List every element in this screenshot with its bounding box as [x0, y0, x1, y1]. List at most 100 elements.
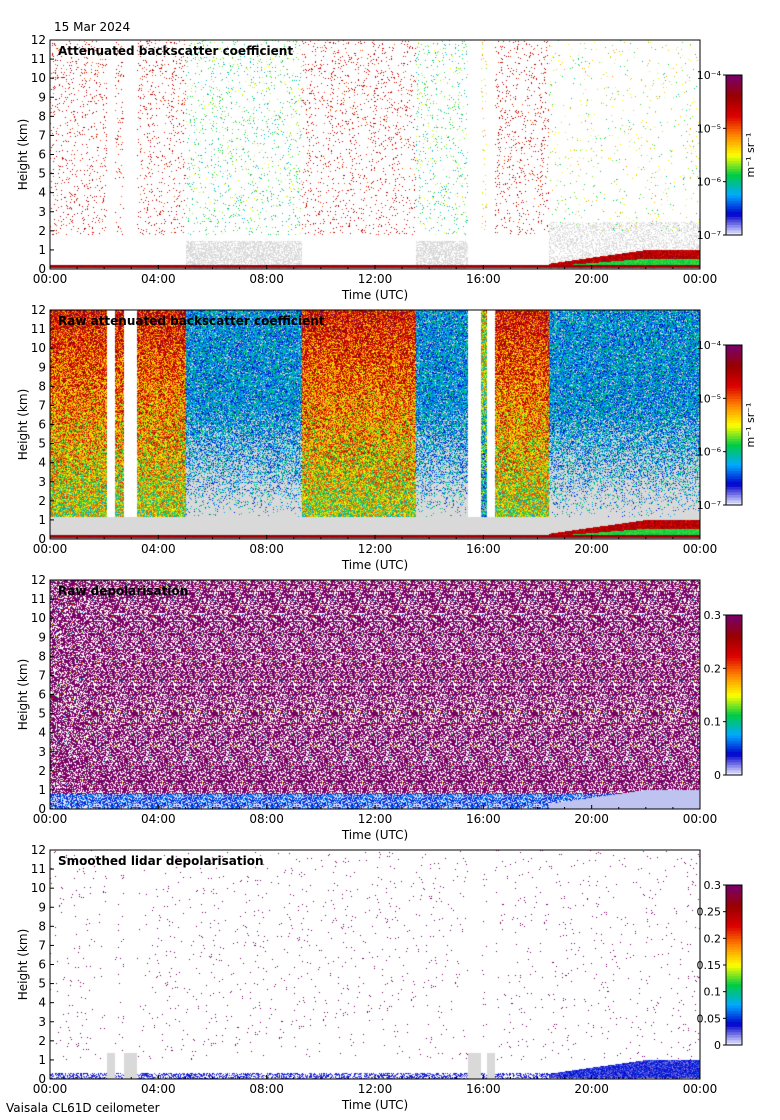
- colorbar-tick-label: 10⁻⁵: [697, 122, 721, 135]
- colorbar-swatch: [726, 390, 742, 394]
- y-tick-label: 5: [38, 707, 46, 721]
- colorbar-tick-label: 0.3: [704, 609, 722, 622]
- colorbar-tick-label: 10⁻⁷: [697, 229, 721, 242]
- colorbar-swatch: [726, 1029, 742, 1033]
- colorbar-swatch: [726, 200, 742, 204]
- colorbar-swatch: [726, 227, 742, 231]
- colorbar-swatch: [726, 933, 742, 937]
- colorbar: 0 0.05 0.1 0.15 0.2 0.25 0.3: [697, 879, 743, 1052]
- colorbar-swatch: [726, 358, 742, 362]
- colorbar-swatch: [726, 446, 742, 450]
- colorbar-swatch: [726, 1034, 742, 1038]
- colorbar-swatch: [726, 470, 742, 474]
- x-tick-label: 00:00: [683, 812, 718, 826]
- colorbar-swatch: [726, 433, 742, 437]
- colorbar-swatch: [726, 633, 742, 637]
- colorbar-swatch: [726, 893, 742, 897]
- colorbar-swatch: [726, 441, 742, 445]
- colorbar-swatch: [726, 679, 742, 683]
- colorbar-swatch: [726, 489, 742, 493]
- colorbar-swatch: [726, 917, 742, 921]
- colorbar-swatch: [726, 914, 742, 918]
- colorbar-swatch: [726, 887, 742, 891]
- colorbar-swatch: [726, 719, 742, 723]
- colorbar-swatch: [726, 208, 742, 212]
- colorbar-tick-label: 0.2: [704, 662, 722, 675]
- colorbar-swatch: [726, 1015, 742, 1019]
- colorbar-swatch: [726, 689, 742, 693]
- colorbar-swatch: [726, 355, 742, 359]
- colorbar-swatch: [726, 99, 742, 103]
- y-tick-label: 7: [38, 128, 46, 142]
- colorbar-tick-label: 0.1: [704, 716, 722, 729]
- y-tick-label: 12: [31, 573, 46, 587]
- colorbar-swatch: [726, 157, 742, 161]
- y-tick-label: 10: [31, 611, 46, 625]
- colorbar-swatch: [726, 949, 742, 953]
- colorbar-swatch: [726, 668, 742, 672]
- colorbar-swatch: [726, 705, 742, 709]
- colorbar-swatch: [726, 756, 742, 760]
- colorbar-swatch: [726, 395, 742, 399]
- colorbar-swatch: [726, 759, 742, 763]
- x-tick-label: 00:00: [33, 272, 68, 286]
- colorbar-swatch: [726, 443, 742, 447]
- colorbar-swatch: [726, 427, 742, 431]
- y-tick-label: 9: [38, 630, 46, 644]
- colorbar-swatch: [726, 133, 742, 137]
- colorbar-swatch: [726, 911, 742, 915]
- colorbar-swatch: [726, 438, 742, 442]
- colorbar-swatch: [726, 192, 742, 196]
- colorbar-tick-label: 0.2: [704, 932, 722, 945]
- colorbar-swatch: [726, 687, 742, 691]
- y-tick-label: 8: [38, 379, 46, 393]
- x-tick-label: 20:00: [574, 812, 609, 826]
- colorbar-swatch: [726, 1007, 742, 1011]
- colorbar: 10⁻⁷ 10⁻⁶ 10⁻⁵ 10⁻⁴ m⁻¹ sr⁻¹: [697, 69, 757, 242]
- x-tick-label: 00:00: [33, 1082, 68, 1096]
- colorbar-swatch: [726, 147, 742, 151]
- colorbar-swatch: [726, 743, 742, 747]
- colorbar-swatch: [726, 983, 742, 987]
- colorbar-swatch: [726, 919, 742, 923]
- colorbar-swatch: [726, 494, 742, 498]
- y-tick-label: 6: [38, 418, 46, 432]
- x-tick-label: 00:00: [683, 542, 718, 556]
- colorbar-tick-label: 0.1: [704, 986, 722, 999]
- x-axis-label: Time (UTC): [341, 1098, 408, 1112]
- colorbar-swatch: [726, 382, 742, 386]
- colorbar-swatch: [726, 101, 742, 105]
- colorbar-swatch: [726, 451, 742, 455]
- panel-title: Smoothed lidar depolarisation: [58, 854, 264, 868]
- colorbar-swatch: [726, 120, 742, 124]
- colorbar-tick-label: 10⁻⁶: [697, 446, 722, 459]
- colorbar-swatch: [726, 93, 742, 97]
- colorbar-unit: m⁻¹ sr⁻¹: [744, 403, 757, 448]
- colorbar-swatch: [726, 657, 742, 661]
- colorbar-swatch: [726, 171, 742, 175]
- colorbar-swatch: [726, 954, 742, 958]
- panel-4: Smoothed lidar depolarisation01234567891…: [16, 843, 743, 1112]
- colorbar-swatch: [726, 168, 742, 172]
- colorbar-swatch: [726, 764, 742, 768]
- colorbar-swatch: [726, 895, 742, 899]
- heatmap-image: [50, 310, 700, 539]
- y-tick-label: 0: [38, 1072, 46, 1086]
- y-tick-label: 4: [38, 186, 46, 200]
- colorbar-swatch: [726, 85, 742, 89]
- colorbar-swatch: [726, 83, 742, 87]
- y-tick-label: 8: [38, 649, 46, 663]
- colorbar-swatch: [726, 641, 742, 645]
- colorbar-swatch: [726, 136, 742, 140]
- colorbar-swatch: [726, 695, 742, 699]
- colorbar-swatch: [726, 740, 742, 744]
- panel-title: Raw depolarisation: [58, 584, 188, 598]
- colorbar-swatch: [726, 173, 742, 177]
- colorbar-swatch: [726, 1005, 742, 1009]
- colorbar-swatch: [726, 163, 742, 167]
- y-tick-label: 3: [38, 1015, 46, 1029]
- colorbar-swatch: [726, 195, 742, 199]
- colorbar-swatch: [726, 350, 742, 354]
- y-tick-label: 3: [38, 745, 46, 759]
- colorbar-swatch: [726, 994, 742, 998]
